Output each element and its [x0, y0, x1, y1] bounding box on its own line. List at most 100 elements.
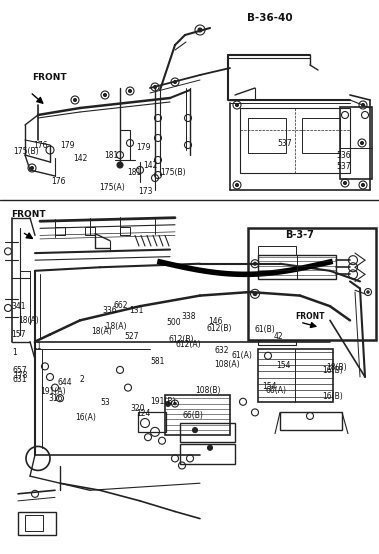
Text: 16(B): 16(B) [323, 367, 343, 376]
Bar [340, 107, 372, 179]
Circle shape [360, 141, 363, 145]
Text: 336: 336 [103, 306, 117, 315]
Text: 18(A): 18(A) [91, 327, 112, 336]
Text: 66(A): 66(A) [265, 386, 287, 395]
Bar [120, 227, 130, 234]
Bar [248, 228, 376, 340]
Text: 632: 632 [215, 346, 229, 355]
Text: 631: 631 [13, 375, 27, 384]
Text: 1: 1 [12, 348, 17, 357]
Circle shape [362, 183, 365, 187]
Circle shape [362, 104, 365, 106]
Text: 176: 176 [34, 141, 48, 150]
Text: 338: 338 [182, 311, 196, 321]
Circle shape [235, 104, 238, 106]
Bar [258, 299, 296, 320]
Text: 154: 154 [262, 382, 276, 391]
Text: 179: 179 [60, 141, 75, 150]
Text: 178: 178 [13, 371, 27, 379]
Bar [25, 515, 43, 531]
Bar [258, 255, 336, 279]
Text: 53: 53 [100, 398, 110, 407]
Text: -18(A): -18(A) [104, 322, 127, 331]
Circle shape [367, 291, 369, 293]
Text: 2: 2 [79, 375, 84, 384]
Circle shape [174, 402, 176, 405]
Text: 157: 157 [11, 330, 25, 339]
Text: 662: 662 [113, 301, 128, 310]
Text: 16(A): 16(A) [75, 413, 96, 422]
Circle shape [74, 99, 77, 101]
Text: 11: 11 [32, 342, 42, 351]
Text: 18(B): 18(B) [326, 362, 347, 372]
Bar [180, 423, 235, 443]
Text: 612(A): 612(A) [176, 340, 202, 349]
Text: 173: 173 [139, 187, 153, 197]
Text: 146: 146 [208, 316, 222, 326]
Text: 500: 500 [166, 319, 181, 327]
Bar [18, 511, 56, 535]
Text: 612(B): 612(B) [168, 335, 194, 345]
Circle shape [166, 402, 171, 407]
Text: 341: 341 [12, 302, 26, 311]
Text: 581: 581 [150, 357, 164, 366]
Text: 644: 644 [57, 378, 72, 387]
Text: 316: 316 [49, 394, 63, 403]
Text: 131: 131 [129, 306, 144, 315]
Text: 61(B): 61(B) [254, 325, 275, 335]
Text: 181: 181 [104, 151, 118, 160]
Text: 175(B): 175(B) [160, 168, 186, 177]
Text: 108(A): 108(A) [214, 360, 240, 369]
Text: B-36-40: B-36-40 [247, 13, 293, 23]
Circle shape [174, 80, 177, 84]
Circle shape [153, 85, 157, 89]
Text: 537: 537 [337, 162, 351, 171]
Text: 61(A): 61(A) [231, 351, 252, 360]
Text: 537: 537 [277, 139, 291, 148]
Circle shape [103, 94, 106, 96]
Text: 142: 142 [144, 162, 158, 171]
Bar [302, 118, 340, 153]
Bar [138, 412, 166, 432]
Bar [258, 324, 296, 345]
Text: 142: 142 [74, 154, 88, 163]
Text: 175(B): 175(B) [13, 147, 39, 156]
Bar [55, 227, 65, 234]
Text: 320: 320 [130, 404, 145, 413]
Circle shape [128, 90, 132, 93]
Text: 18(A): 18(A) [18, 316, 39, 325]
Text: 191(A): 191(A) [40, 387, 66, 396]
Circle shape [254, 262, 257, 265]
Text: 181: 181 [127, 168, 142, 177]
Text: 176: 176 [52, 177, 66, 186]
Circle shape [30, 167, 33, 170]
Circle shape [235, 183, 238, 187]
Text: FRONT: FRONT [295, 312, 325, 321]
Text: FRONT: FRONT [11, 209, 45, 219]
Circle shape [198, 28, 202, 32]
Text: 108(B): 108(B) [195, 386, 221, 395]
Text: 657: 657 [13, 366, 27, 375]
Text: 66(B): 66(B) [183, 412, 204, 420]
Text: 124: 124 [136, 409, 150, 418]
Text: FRONT: FRONT [32, 74, 67, 83]
Text: 175(A): 175(A) [99, 183, 125, 192]
Text: 16(B): 16(B) [323, 392, 343, 401]
Text: 527: 527 [125, 332, 139, 341]
Bar [258, 348, 333, 402]
Text: 179: 179 [136, 143, 150, 152]
Text: 191(B): 191(B) [150, 397, 176, 406]
Text: B-3-7: B-3-7 [285, 230, 315, 240]
Bar [180, 444, 235, 464]
Bar [280, 412, 342, 430]
Text: 154: 154 [276, 361, 291, 370]
Bar [248, 118, 286, 153]
Circle shape [117, 162, 123, 168]
Circle shape [207, 445, 213, 450]
Bar [240, 108, 350, 173]
Text: 612(B): 612(B) [206, 324, 232, 332]
Circle shape [193, 428, 197, 433]
Bar [258, 246, 296, 255]
Text: 536: 536 [337, 151, 351, 160]
Text: 42: 42 [274, 332, 283, 341]
